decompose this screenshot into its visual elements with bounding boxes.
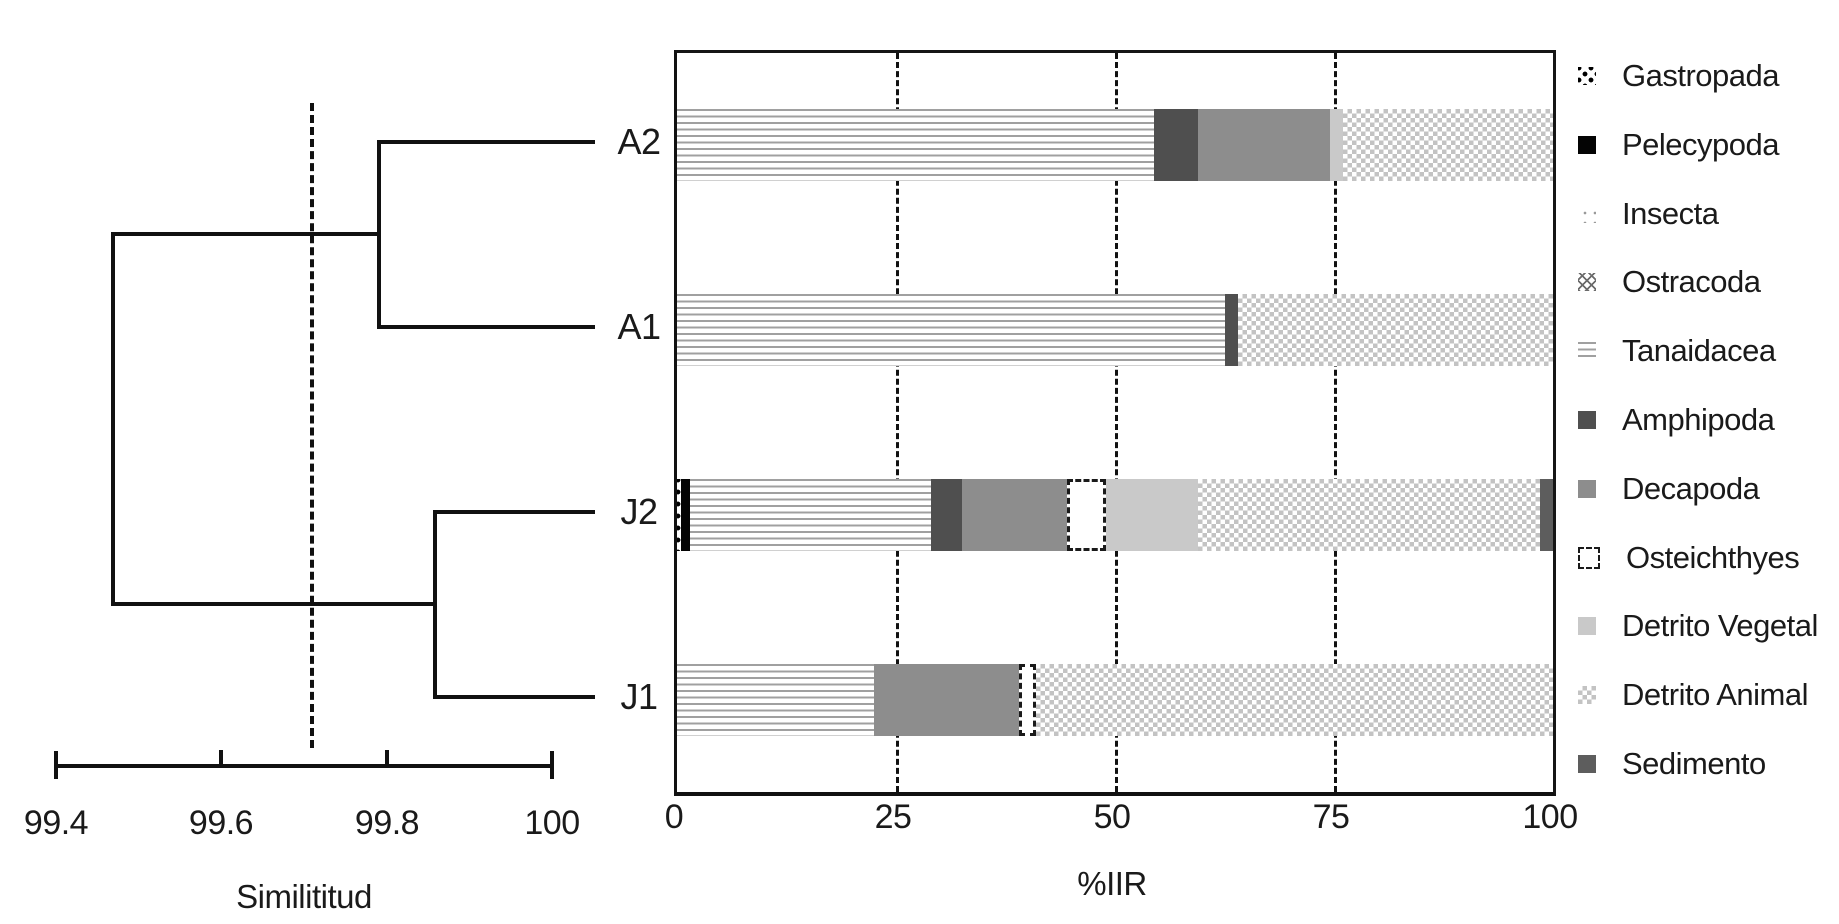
bar-segment-detrito-animal	[1342, 109, 1553, 182]
detrito-vegetal-swatch-icon	[1578, 617, 1596, 636]
tanaidacea-swatch-icon	[1578, 342, 1596, 361]
dendrogram-cut-line	[310, 103, 314, 748]
bar-segment-osteichthyes	[1018, 663, 1037, 736]
bar-segment-decapoda	[961, 478, 1067, 551]
ostracoda-swatch-icon	[1578, 273, 1596, 292]
legend-entry-osteichthyes: Osteichthyes	[1578, 538, 1800, 578]
bar-segment-detrito-animal	[1036, 663, 1553, 736]
bar-segment-detrito-animal	[1198, 478, 1540, 551]
bar-segment-detrito-vegetal	[1329, 109, 1343, 182]
pelecypoda-swatch-icon	[1578, 135, 1596, 154]
dendrogram-branch-j1	[435, 695, 595, 699]
gridline-75	[1334, 53, 1337, 792]
legend-label: Sedimento	[1622, 746, 1766, 781]
dendrogram-tick-label: 99.8	[354, 804, 420, 842]
legend-label: Decapoda	[1622, 470, 1760, 506]
bar-chart-plot-area	[674, 50, 1556, 796]
dendrogram-axis-cap-left	[54, 751, 58, 779]
legend-entry-amphipoda: Amphipoda	[1578, 400, 1775, 440]
dendrogram-axis	[56, 764, 552, 768]
legend-entry-pelecypoda: Pelecypoda	[1578, 125, 1780, 165]
bar-row-a2	[677, 109, 1553, 182]
bar-segment-pelecypoda	[681, 478, 691, 551]
bar-segment-sedimento	[1539, 478, 1553, 551]
osteichthyes-swatch-icon	[1578, 546, 1600, 569]
row-label-a2: A2	[617, 121, 661, 162]
dendrogram-branch-a2	[379, 140, 595, 144]
dendrogram-branch-j2	[435, 510, 595, 514]
dendrogram-root-arm-j	[111, 602, 437, 606]
row-label-j2: J2	[620, 491, 658, 532]
legend-label: Amphipoda	[1622, 402, 1775, 437]
bar-x-tick-label: 75	[1312, 798, 1350, 836]
row-label-j1: J1	[620, 676, 658, 717]
bar-segment-detrito-animal	[1237, 294, 1553, 367]
bar-segment-amphipoda	[931, 478, 962, 551]
dendrogram-tick-label: 100	[524, 804, 580, 842]
legend-label: Tanaidacea	[1622, 333, 1776, 369]
legend-label: Pelecypoda	[1622, 126, 1780, 162]
legend-label: Insecta	[1622, 195, 1719, 231]
bar-x-tick-label: 25	[874, 798, 912, 836]
legend-entry-gastropada: Gastropada	[1578, 56, 1780, 96]
bar-row-j1	[677, 663, 1553, 736]
legend-label: Osteichthyes	[1626, 539, 1800, 575]
legend-entry-sedimento: Sedimento	[1578, 744, 1766, 784]
bar-segment-tanaidacea	[690, 478, 932, 551]
sedimento-swatch-icon	[1578, 755, 1596, 773]
bar-x-tick-label: 100	[1522, 798, 1578, 836]
legend-label: Ostracoda	[1622, 264, 1761, 300]
decapoda-swatch-icon	[1578, 479, 1596, 498]
dendrogram-axis-tick-996	[219, 750, 223, 766]
dendrogram-root	[111, 232, 115, 606]
bar-segment-tanaidacea	[677, 109, 1155, 182]
dendrogram-join-a	[377, 140, 381, 329]
legend-entry-insecta: Insecta	[1578, 194, 1719, 234]
bar-row-j2	[677, 478, 1553, 551]
bar-segment-decapoda	[1198, 109, 1330, 182]
legend-entry-detrito-animal: Detrito Animal	[1578, 675, 1808, 715]
gridline-25	[896, 53, 899, 792]
detrito-animal-swatch-icon	[1578, 686, 1596, 705]
gastropada-swatch-icon	[1578, 67, 1596, 85]
bar-segment-tanaidacea	[677, 663, 875, 736]
row-label-a1: A1	[617, 306, 661, 347]
legend-label: Gastropada	[1622, 58, 1780, 93]
legend-label: Detrito Animal	[1622, 677, 1808, 713]
legend-entry-tanaidacea: Tanaidacea	[1578, 331, 1776, 371]
dendrogram-axis-cap-right	[550, 751, 554, 779]
bar-axis-title: %IIR	[1077, 865, 1147, 902]
dendrogram-tick-label: 99.4	[23, 804, 89, 842]
dendrogram-tick-label: 99.6	[188, 804, 254, 842]
bar-row-a1	[677, 294, 1553, 367]
bar-segment-osteichthyes	[1066, 478, 1107, 551]
dendrogram-branch-a1	[379, 325, 595, 329]
bar-x-tick-label: 0	[664, 798, 684, 836]
legend-entry-decapoda: Decapoda	[1578, 469, 1760, 509]
bar-segment-detrito-vegetal	[1106, 478, 1199, 551]
legend-label: Detrito Vegetal	[1622, 608, 1818, 644]
bar-segment-amphipoda	[1224, 294, 1238, 367]
dendrogram-join-j	[433, 510, 437, 699]
gridline-50	[1115, 53, 1118, 792]
dendrogram-axis-title: Similititud	[236, 878, 372, 915]
dendrogram-axis-tick-998	[385, 750, 389, 766]
bar-segment-tanaidacea	[677, 294, 1225, 367]
amphipoda-swatch-icon	[1578, 411, 1596, 429]
bar-x-tick-label: 50	[1093, 798, 1131, 836]
legend-entry-detrito-vegetal: Detrito Vegetal	[1578, 606, 1818, 646]
bar-segment-gastropada	[677, 478, 682, 551]
insecta-swatch-icon	[1578, 204, 1596, 223]
dendrogram-root-arm-a	[111, 232, 379, 236]
bar-segment-amphipoda	[1154, 109, 1199, 182]
legend-entry-ostracoda: Ostracoda	[1578, 262, 1761, 302]
bar-segment-decapoda	[874, 663, 1019, 736]
